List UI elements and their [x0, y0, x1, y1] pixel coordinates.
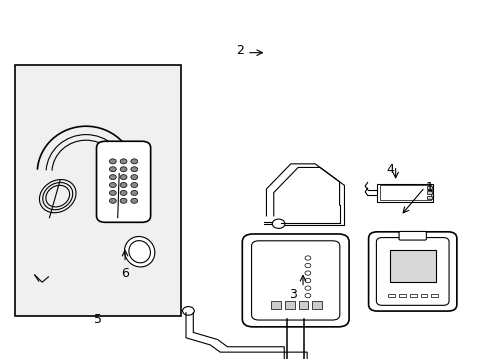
Circle shape — [131, 159, 138, 164]
FancyBboxPatch shape — [398, 231, 426, 240]
Circle shape — [182, 307, 194, 315]
Circle shape — [131, 175, 138, 180]
Text: 4: 4 — [386, 163, 394, 176]
Ellipse shape — [124, 237, 155, 267]
Circle shape — [131, 190, 138, 195]
Bar — [312, 301, 322, 309]
Text: 2: 2 — [235, 44, 243, 57]
Ellipse shape — [108, 179, 132, 202]
Circle shape — [131, 198, 138, 203]
Ellipse shape — [113, 180, 132, 198]
Circle shape — [120, 183, 127, 188]
Bar — [377, 184, 432, 202]
Bar — [430, 294, 437, 297]
Bar — [387, 294, 394, 297]
Circle shape — [109, 175, 116, 180]
Ellipse shape — [129, 240, 150, 263]
Circle shape — [120, 175, 127, 180]
Circle shape — [109, 159, 116, 164]
Circle shape — [131, 167, 138, 172]
FancyBboxPatch shape — [96, 141, 150, 222]
Circle shape — [109, 167, 116, 172]
Circle shape — [109, 198, 116, 203]
FancyBboxPatch shape — [368, 232, 456, 311]
Circle shape — [272, 219, 285, 228]
Text: 6: 6 — [121, 267, 129, 280]
Bar — [420, 294, 427, 297]
Bar — [298, 301, 308, 309]
Bar — [409, 294, 416, 297]
Circle shape — [120, 159, 127, 164]
Bar — [271, 301, 281, 309]
FancyBboxPatch shape — [242, 234, 348, 327]
Bar — [285, 301, 294, 309]
Bar — [389, 250, 435, 282]
Circle shape — [109, 183, 116, 188]
Bar — [426, 191, 431, 194]
Circle shape — [120, 167, 127, 172]
Text: 5: 5 — [94, 313, 102, 327]
Circle shape — [109, 190, 116, 195]
Text: 3: 3 — [289, 288, 297, 301]
Bar — [15, 65, 181, 316]
Ellipse shape — [105, 176, 135, 206]
Bar — [426, 196, 431, 199]
Bar — [398, 294, 405, 297]
Circle shape — [120, 190, 127, 195]
Text: 1: 1 — [425, 181, 433, 194]
Bar — [379, 185, 430, 200]
Circle shape — [131, 183, 138, 188]
Circle shape — [120, 198, 127, 203]
Bar — [426, 186, 431, 189]
Ellipse shape — [102, 173, 138, 209]
